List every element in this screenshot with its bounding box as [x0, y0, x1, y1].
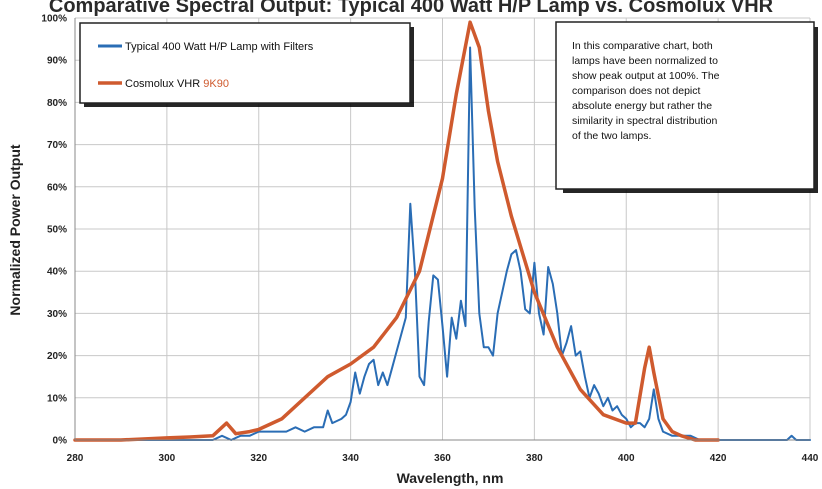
series-line-cosmolux-vhr — [73, 20, 720, 442]
axis-layer: 0% 10% 20% 30% 40% 50% 60% 70% 80% 90% 100% 280 300 3… — [41, 14, 818, 465]
chart-title: Comparative Spectral Output: Typical 400… — [49, 0, 774, 17]
annotation-line-6: similarity in spectral distribution — [572, 115, 717, 127]
y-tick-label: 10% — [47, 393, 67, 404]
x-tick-label: 340 — [342, 453, 359, 464]
x-axis-title: Wavelength, nm — [397, 470, 504, 486]
y-tick-label: 30% — [47, 309, 67, 320]
legend-label-orange-prefix: Cosmolux VHR — [125, 78, 203, 90]
annotation-line-5: absolute energy but rather the — [572, 100, 712, 112]
legend-label-orange-suffix: 9K90 — [203, 78, 229, 90]
y-tick-label: 60% — [47, 182, 67, 193]
y-tick-label: 90% — [47, 56, 67, 67]
x-tick-label: 380 — [526, 453, 543, 464]
x-tick-label: 360 — [434, 453, 451, 464]
legend-label-orange: Cosmolux VHR 9K90 — [125, 78, 229, 90]
x-tick-label: 400 — [618, 453, 635, 464]
legend: Typical 400 Watt H/P Lamp with Filters C… — [79, 22, 414, 107]
x-tick-label: 420 — [710, 453, 727, 464]
y-tick-label: 50% — [47, 225, 67, 236]
annotation-line-3: show peak output at 100%. The — [572, 70, 720, 82]
legend-box — [79, 22, 411, 104]
y-tick-label: 100% — [41, 14, 67, 25]
y-tick-label: 80% — [47, 98, 67, 109]
series-line-typical-400w — [74, 46, 811, 441]
x-tick-label: 440 — [802, 453, 819, 464]
y-axis-title: Normalized Power Output — [7, 144, 23, 315]
annotation-box: In this comparative chart, both lamps ha… — [555, 21, 818, 193]
series-layer — [73, 20, 811, 442]
y-tick-label: 20% — [47, 351, 67, 362]
annotation-line-2: lamps have been normalized to — [572, 55, 718, 67]
x-tick-label: 280 — [67, 453, 84, 464]
legend-label-blue: Typical 400 Watt H/P Lamp with Filters — [125, 41, 314, 53]
annotation-line-1: In this comparative chart, both — [572, 40, 713, 52]
x-tick-label: 320 — [250, 453, 267, 464]
x-tick-label: 300 — [159, 453, 176, 464]
y-tick-label: 70% — [47, 140, 67, 151]
annotation-line-4: comparison does not depict — [572, 85, 700, 97]
annotation-line-7: of the two lamps. — [572, 130, 651, 142]
y-tick-label: 0% — [53, 436, 68, 447]
y-tick-label: 40% — [47, 267, 67, 278]
annotation-frame — [555, 21, 815, 190]
